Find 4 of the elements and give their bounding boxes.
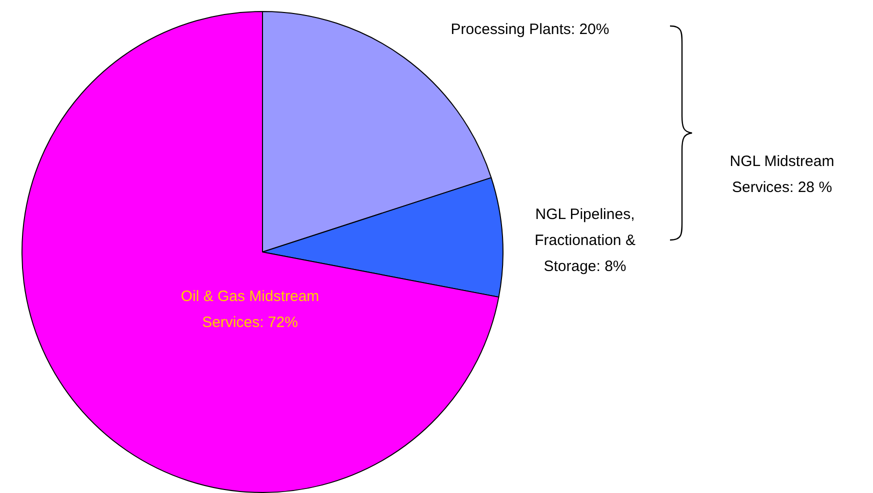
slice-label: Oil & Gas Midstream Services: 72% bbox=[180, 288, 320, 332]
text: NGL Midstream Services: 28 % bbox=[730, 153, 834, 196]
slice-label: NGL Pipelines, Fractionation & Storage: 8% bbox=[534, 206, 636, 276]
slice-label: Processing Plants: 20% bbox=[450, 21, 610, 38]
